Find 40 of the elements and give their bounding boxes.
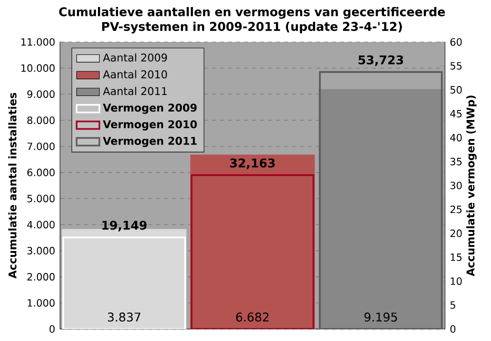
y-tick-label: 7.000 [27, 142, 55, 150]
y2-tick-label: 5 [450, 301, 456, 309]
y-tick-label: 1.000 [28, 299, 55, 307]
y-tick-label: 6.000 [27, 168, 55, 176]
y2-tick-label: 50 [450, 86, 462, 94]
y-tick-label: 5.000 [27, 194, 55, 202]
y2-tick-label: 60 [450, 38, 462, 46]
chart-title: Cumulatieve aantallen en vermogens van gecertificeerde PV-systemen in 2009-2011 (update 23-4-'12) [59, 7, 445, 34]
data-label: 9.195 [364, 312, 397, 322]
y2-tick-label: 45 [450, 110, 462, 118]
y2-tick-label: 0 [450, 325, 456, 333]
data-label: 6.682 [236, 312, 268, 322]
y-tick-label: 2.000 [27, 273, 55, 281]
legend-label: Vermogen 2010 [102, 120, 197, 130]
y-tick-label: 11.000 [21, 38, 55, 46]
y2-tick-label: 10 [450, 277, 462, 285]
legend-label: Aantal 2010 [102, 70, 167, 78]
y-tick-label: 8.000 [27, 116, 55, 124]
data-label: 53,723 [358, 55, 404, 66]
y2-axis-title: Accumulatie vermogen (MWp) [466, 96, 477, 276]
y-axis-title: Accumulatie aantal installaties [8, 92, 16, 279]
y2-tick-label: 20 [450, 230, 462, 238]
data-label: 3.837 [108, 312, 140, 322]
legend-label: Aantal 2011 [102, 86, 167, 96]
legend-label: Aantal 2009 [102, 53, 167, 62]
y2-tick-label: 25 [450, 206, 462, 214]
data-label: 19,149 [102, 220, 147, 232]
y2-tick-label: 30 [450, 182, 462, 190]
legend-label: Vermogen 2011 [102, 136, 197, 148]
y2-tick-label: 40 [450, 134, 462, 142]
y2-tick-label: 55 [450, 62, 462, 70]
y-tick-label: 0 [50, 325, 55, 333]
legend-label: Vermogen 2009 [102, 104, 197, 114]
y2-tick-label: 15 [450, 254, 462, 261]
y-tick-label: 3.000 [27, 246, 55, 254]
y-tick-label: 4.000 [27, 220, 55, 228]
y-tick-label: 9.000 [27, 90, 55, 98]
y2-tick-label: 35 [450, 158, 462, 166]
data-label: 32,163 [230, 158, 275, 170]
y-tick-label: 10.000 [21, 64, 55, 72]
